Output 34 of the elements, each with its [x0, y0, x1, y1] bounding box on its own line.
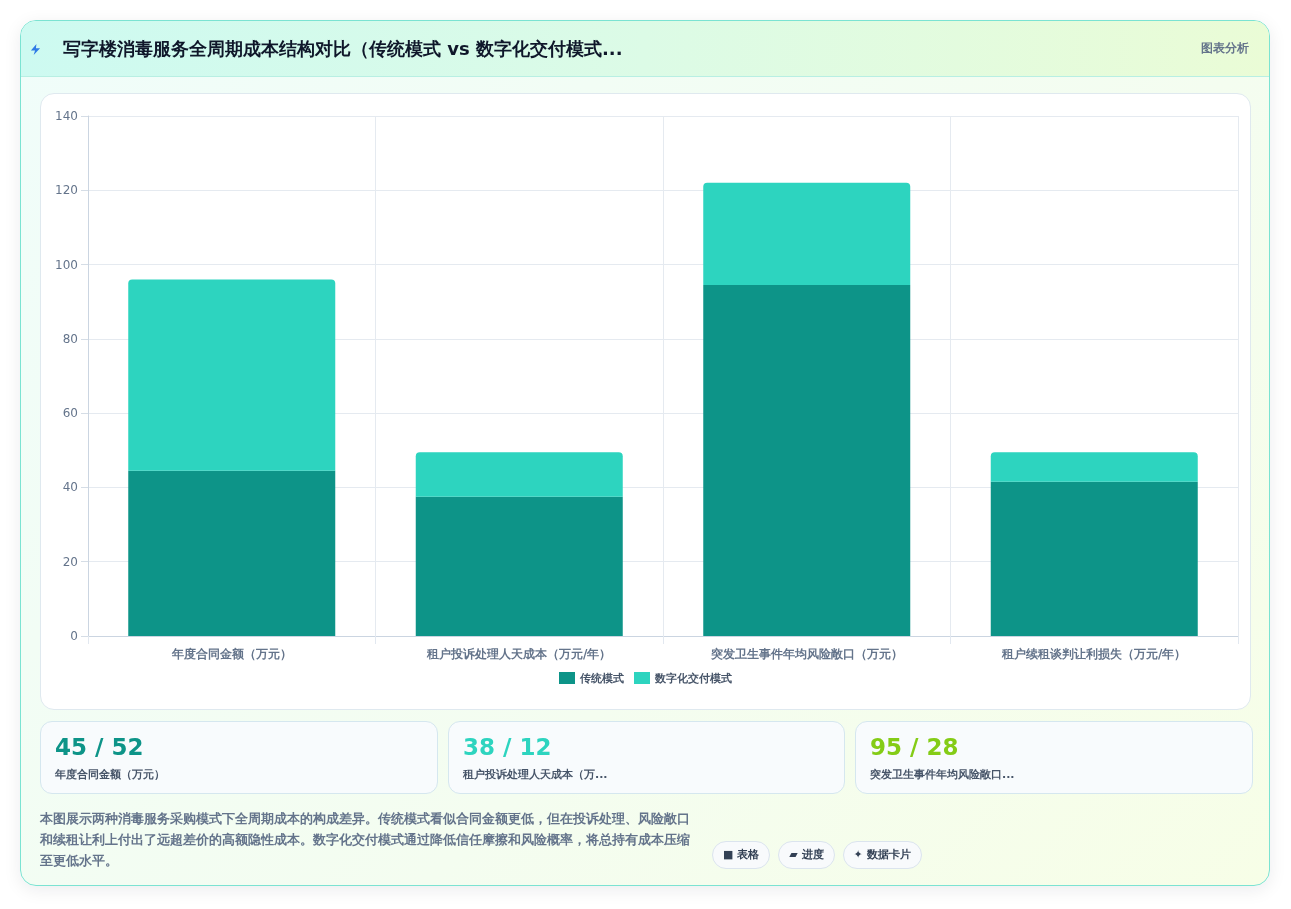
y-tick-label: 20 — [62, 554, 78, 569]
y-tick-label: 120 — [55, 183, 78, 198]
text: ■ 表格 — [712, 841, 771, 869]
x-tick-label: 租户续租谈判让利损失（万元/年） — [1001, 647, 1187, 661]
bar — [128, 279, 336, 471]
text: 图表分析 — [1201, 40, 1249, 57]
bar — [703, 285, 911, 636]
y-tick-label: 140 — [55, 109, 78, 123]
text: 突发卫生事件年均风险敞口... — [870, 767, 1015, 782]
x-tick-label: 突发卫生事件年均风险敞口（万元） — [709, 647, 903, 661]
bar — [703, 182, 911, 285]
text: 年度合同金额（万元） — [55, 767, 165, 782]
x-tick-label: 年度合同金额（万元） — [170, 647, 292, 661]
text: 本图展示两种消毒服务采购模式下全周期成本的构成差异。传统模式看似合同金额更低，但在投诉处理、风险敞口和续租让利上付出了远超差价的高额隐性成本。数字化交付模式通过降低信任摩擦和风险概率，将总持有成本压缩至更低水平。 — [40, 810, 691, 870]
text: 租户投诉处理人天成本（万... — [463, 767, 608, 782]
y-tick-label: 0 — [70, 629, 78, 643]
text: ✦ 数据卡片 — [842, 841, 922, 869]
y-tick-label: 100 — [55, 257, 78, 272]
y-tick-label: 80 — [62, 331, 78, 346]
text: 95 / 28 — [870, 734, 959, 760]
bar — [415, 452, 623, 497]
legend-label: 传统模式 — [579, 671, 624, 685]
text: 38 / 12 — [463, 734, 552, 760]
x-tick-label: 租户投诉处理人天成本（万元/年） — [426, 647, 612, 661]
text: ▰ 进度 — [778, 841, 835, 869]
y-tick-label: 40 — [62, 480, 78, 495]
y-tick-label: 60 — [62, 406, 78, 421]
bar — [990, 481, 1198, 636]
bar — [415, 496, 623, 636]
bar — [128, 470, 336, 636]
legend-label: 数字化交付模式 — [654, 671, 732, 685]
chart-title: 写字楼消毒服务全周期成本结构对比（传统模式 vs 数字化交付模式... — [63, 37, 623, 61]
text: 45 / 52 — [55, 734, 144, 760]
bar — [990, 452, 1198, 482]
